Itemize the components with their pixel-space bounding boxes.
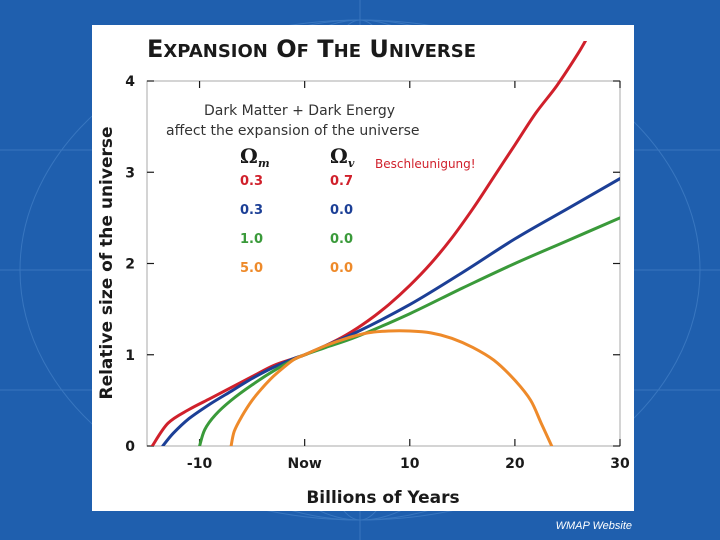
y-tick-label: 2 — [125, 257, 135, 273]
x-axis-ticks: -10 Now 10 20 30 — [187, 81, 630, 472]
x-tick-label: Now — [288, 456, 322, 472]
legend-header-omega-v: Ω v — [330, 144, 355, 170]
legend-omega-v-value: 0.0 — [330, 203, 353, 218]
y-tick-label: 4 — [125, 74, 135, 90]
legend-values: 0.3 0.7 0.3 0.0 1.0 0.0 5.0 0.0 — [240, 174, 353, 276]
chart-title: EXPANSION OF THE UNIVERSE — [147, 35, 476, 63]
y-axis-label: Relative size of the universe — [97, 126, 117, 399]
chart-panel: EXPANSION OF THE UNIVERSE 0 1 2 3 4 -10 Now 10… — [92, 25, 634, 511]
y-tick-label: 1 — [125, 348, 135, 364]
legend-header-omega-m: Ω m — [240, 144, 270, 170]
y-tick-label: 3 — [125, 165, 135, 181]
legend-omega-v-value: 0.0 — [330, 232, 353, 247]
legend-omega-v-value: 0.7 — [330, 174, 353, 189]
legend-note-line-1: Dark Matter + Dark Energy — [204, 103, 395, 119]
x-tick-label: 30 — [610, 456, 630, 472]
legend-omega-v-value: 0.0 — [330, 261, 353, 276]
legend-note-line-2: affect the expansion of the universe — [166, 123, 420, 139]
y-tick-label: 0 — [125, 439, 135, 455]
svg-text:m: m — [258, 157, 270, 170]
x-tick-label: -10 — [187, 456, 213, 472]
x-tick-label: 10 — [400, 456, 420, 472]
svg-text:v: v — [348, 157, 355, 170]
svg-text:Ω: Ω — [240, 144, 258, 168]
x-tick-label: 20 — [505, 456, 525, 472]
legend-omega-m-value: 0.3 — [240, 203, 263, 218]
series-line-0 — [150, 41, 588, 446]
svg-text:Ω: Ω — [330, 144, 348, 168]
expansion-chart: EXPANSION OF THE UNIVERSE 0 1 2 3 4 -10 Now 10… — [97, 35, 630, 508]
y-axis-ticks: 0 1 2 3 4 — [125, 74, 620, 455]
legend-omega-m-value: 5.0 — [240, 261, 263, 276]
source-credit: WMAP Website — [555, 520, 632, 532]
series-line-3 — [229, 329, 554, 446]
series-line-1 — [161, 177, 620, 446]
legend-omega-m-value: 1.0 — [240, 232, 263, 247]
legend-omega-m-value: 0.3 — [240, 174, 263, 189]
acceleration-annotation: Beschleunigung! — [375, 157, 476, 171]
x-axis-label: Billions of Years — [306, 488, 459, 508]
series-lines — [150, 41, 620, 446]
